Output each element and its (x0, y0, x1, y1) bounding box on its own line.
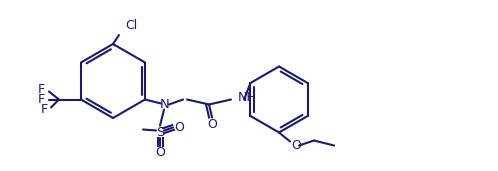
Text: S: S (156, 126, 164, 139)
Text: Cl: Cl (125, 19, 137, 32)
Text: F: F (41, 103, 48, 116)
Text: O: O (291, 139, 301, 152)
Text: O: O (207, 118, 217, 131)
Text: O: O (174, 121, 184, 134)
Text: F: F (38, 83, 45, 96)
Text: F: F (38, 93, 45, 106)
Text: NH: NH (238, 91, 257, 104)
Text: O: O (155, 146, 165, 159)
Text: N: N (160, 98, 170, 111)
